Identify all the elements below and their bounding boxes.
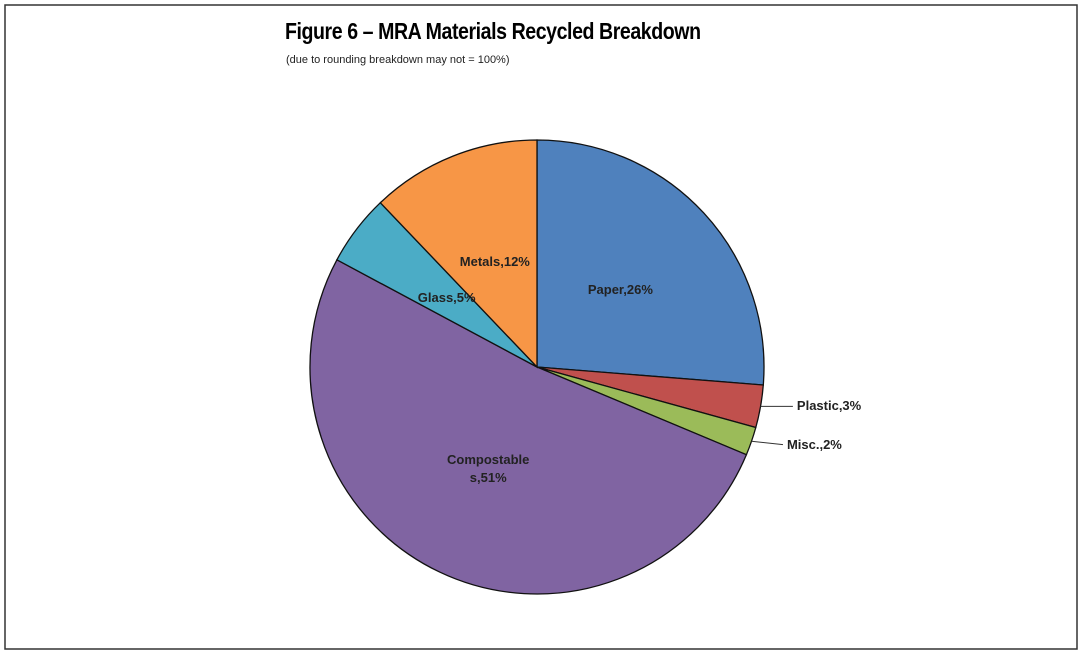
pie-slice bbox=[309, 258, 748, 595]
data-label: Paper,26% bbox=[587, 281, 653, 297]
data-label: Metals,12% bbox=[459, 253, 530, 269]
data-label: Glass,5% bbox=[417, 290, 476, 306]
data-label: Compostables,51% bbox=[447, 452, 530, 486]
data-label: Misc.,2% bbox=[786, 436, 842, 452]
chart-title: Figure 6 – MRA Materials Recycled Breakd… bbox=[285, 18, 701, 44]
chart-subtitle: (due to rounding breakdown may not = 100… bbox=[286, 54, 510, 66]
leader-line bbox=[751, 440, 784, 446]
pie-slice bbox=[536, 139, 765, 386]
data-label: Plastic,3% bbox=[796, 398, 862, 414]
pie-slice bbox=[379, 139, 538, 369]
